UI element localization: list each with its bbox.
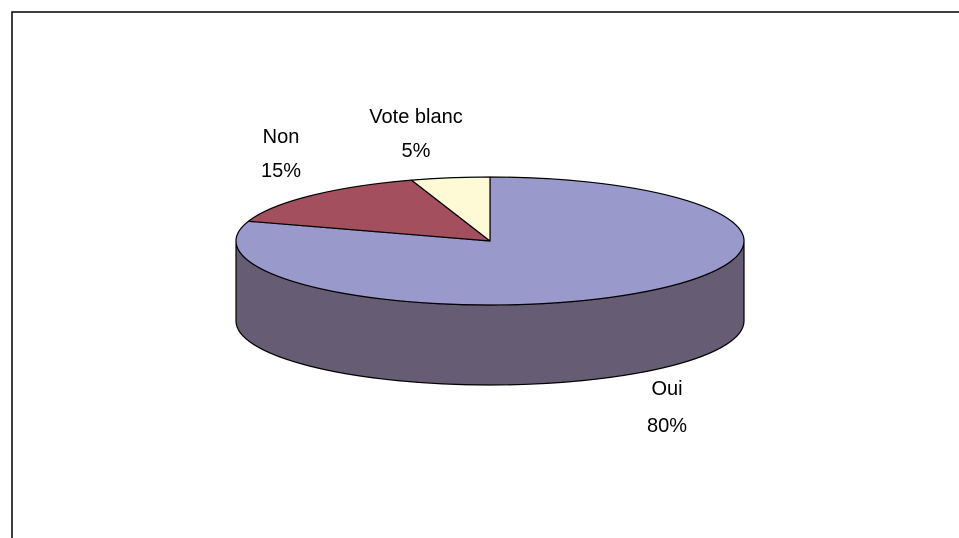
- slice-percent-non: 15%: [261, 160, 301, 182]
- pie-slice-vote-blanc: [410, 176, 491, 242]
- pie-tops: [235, 176, 745, 306]
- slice-percent-vote-blanc: 5%: [402, 140, 431, 162]
- pie-labels: Oui 80% Non 15% Vote blanc 5%: [261, 106, 687, 437]
- slice-percent-oui: 80%: [647, 415, 687, 437]
- slice-label-non: Non: [263, 126, 300, 148]
- pie-slice-non: [247, 179, 491, 242]
- slice-label-oui: Oui: [651, 378, 682, 400]
- slice-label-vote-blanc: Vote blanc: [369, 106, 462, 128]
- pie-slice-oui: [235, 176, 745, 306]
- chart-frame: [11, 11, 959, 538]
